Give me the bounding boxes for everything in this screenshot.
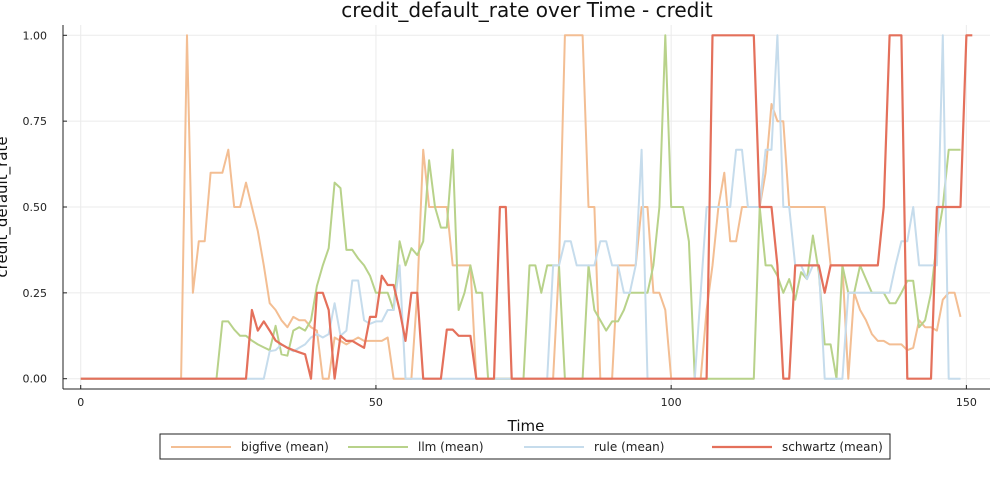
x-tick-label: 150 (956, 396, 977, 409)
legend-label: llm (mean) (418, 440, 484, 454)
series-line-llm (80, 34, 961, 380)
legend-label: bigfive (mean) (241, 440, 329, 454)
y-tick-label: 0.00 (23, 373, 48, 386)
x-tick-label: 100 (661, 396, 682, 409)
legend-label: schwartz (mean) (782, 440, 883, 454)
y-tick-label: 0.50 (23, 201, 48, 214)
chart-title: credit_default_rate over Time - credit (341, 0, 713, 22)
y-tick-label: 1.00 (23, 29, 48, 42)
series-line-schwartz (80, 34, 973, 380)
y-axis: 0.00 0.25 0.50 0.75 1.00 (23, 29, 67, 386)
x-axis-title: Time (507, 417, 545, 435)
y-tick-label: 0.25 (23, 287, 48, 300)
y-tick-label: 0.75 (23, 115, 48, 128)
series-line-bigfive (80, 34, 962, 380)
series-line-rule (80, 34, 961, 380)
plot-area (80, 34, 973, 380)
x-tick-label: 50 (369, 396, 383, 409)
y-axis-title: credit_default_rate (0, 136, 12, 277)
legend: bigfive (mean) llm (mean) rule (mean) schwa… (159, 433, 891, 460)
x-axis: 0 50 100 150 (77, 385, 977, 409)
x-tick-label: 0 (77, 396, 84, 409)
legend-label: rule (mean) (594, 440, 664, 454)
